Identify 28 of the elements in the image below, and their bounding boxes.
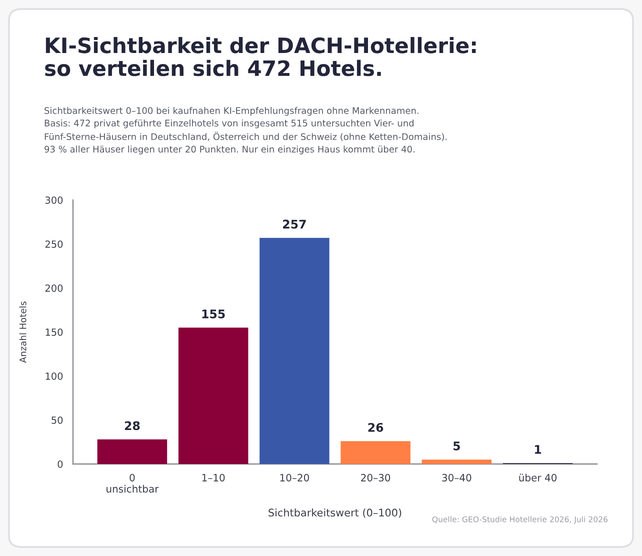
chart-title: KI-Sichtbarkeit der DACH-Hotellerie: so verteilen sich 472 Hotels. bbox=[45, 37, 476, 76]
y-axis-title: Anzahl Hotels bbox=[19, 301, 26, 363]
y-tick-label: 0 bbox=[58, 460, 63, 468]
data-label: 28 bbox=[124, 421, 140, 430]
x-axis-title: Sichtbarkeitswert (0–100) bbox=[268, 508, 402, 518]
x-tick-label: 1–10 bbox=[202, 474, 225, 482]
x-tick-label: 20–30 bbox=[361, 474, 390, 482]
bar bbox=[340, 441, 410, 464]
data-label: 257 bbox=[283, 220, 306, 229]
y-tick-label: 100 bbox=[46, 372, 63, 380]
bar bbox=[260, 238, 330, 464]
data-label: 5 bbox=[453, 442, 460, 450]
y-tick-label: 50 bbox=[52, 416, 63, 424]
y-tick-label: 200 bbox=[45, 284, 63, 292]
y-tick-label: 300 bbox=[45, 196, 63, 204]
y-tick-label: 150 bbox=[46, 328, 63, 336]
data-label: 1 bbox=[535, 445, 542, 454]
bar bbox=[178, 328, 248, 464]
x-tick-label: 0 unsichtbar bbox=[106, 474, 159, 493]
x-tick-label: 10–20 bbox=[280, 474, 310, 482]
data-label: 26 bbox=[368, 422, 384, 432]
chart-subtitle: Sichtbarkeitswert 0–100 bei kaufnahen KI-Empfehlungsfragen ohne Markennamen. Basis: 472 privat geführte Einzelhotels von insgesamt 515 untersuchten Vier- und Fünf-Sterne-Häusern in Deutschland, Österreich und der Schweiz (ohne Ketten-Domains). 93 % aller Häuser liegen unter 20 Punkten. Nur ein einziges Haus kommt über 40. bbox=[44, 107, 447, 154]
x-tick-label: über 40 bbox=[519, 474, 557, 482]
y-tick-label: 250 bbox=[45, 240, 63, 248]
bar bbox=[97, 439, 168, 464]
data-label: 155 bbox=[202, 310, 225, 318]
bar bbox=[422, 460, 492, 464]
x-tick-label: 30–40 bbox=[442, 474, 472, 482]
